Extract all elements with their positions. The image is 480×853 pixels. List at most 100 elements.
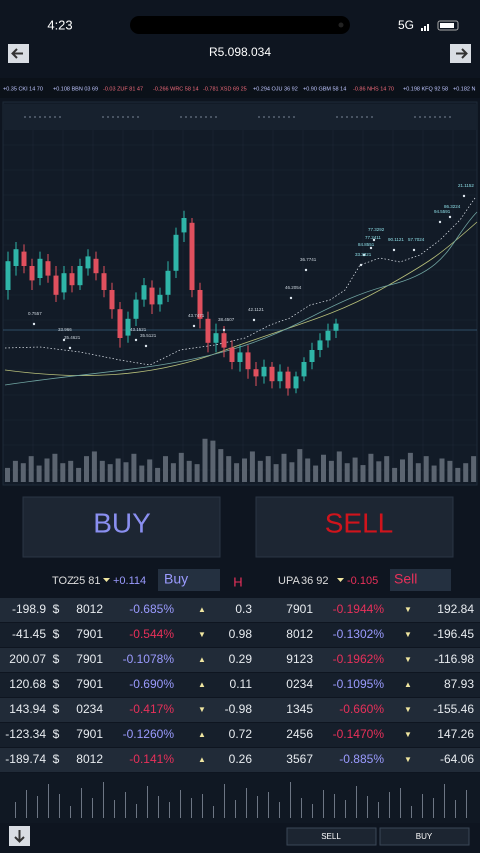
toolbar-dot [278, 116, 280, 118]
mini-bar [279, 802, 280, 818]
ticker-item: -0.781 XSD 69 25 [203, 86, 247, 92]
table-cell: 120.68 [9, 677, 46, 691]
table-cell: 0.98 [229, 627, 253, 641]
chart-toolbar [3, 104, 477, 130]
mini-bar [213, 806, 214, 818]
table-cell: 0.29 [229, 652, 253, 666]
table-cell: ▲ [198, 655, 206, 664]
mini-bar [301, 798, 302, 818]
toolbar-dot [283, 116, 285, 118]
mini-bar [411, 806, 412, 818]
candle-body [269, 366, 275, 382]
mini-panel [0, 773, 480, 823]
toolbar-dot [356, 116, 358, 118]
table-cell: $ [53, 702, 60, 716]
annotation: 21.1152 [458, 183, 474, 188]
buy-button[interactable] [22, 496, 221, 558]
candle-body [101, 273, 107, 290]
candle-body [205, 318, 211, 343]
volume-bar [28, 456, 34, 482]
mini-bar [92, 798, 93, 818]
sell-button[interactable] [255, 496, 454, 558]
toolbar-dot [190, 116, 192, 118]
balance: R5.098.034 [209, 45, 271, 59]
candle-body [117, 309, 123, 338]
annotation-dot [304, 268, 308, 272]
notch [130, 16, 350, 34]
volume-bar [60, 463, 66, 482]
table-cell: $ [53, 627, 60, 641]
annotation: 35.5121 [140, 333, 157, 338]
volume-bar [249, 451, 255, 482]
table-cell: $ [53, 727, 60, 741]
volume-bar [360, 465, 366, 482]
candle-body [301, 362, 307, 377]
table-cell: ▼ [404, 605, 412, 614]
table-cell: -0.1944% [333, 602, 385, 616]
volume-bar [313, 465, 319, 482]
volume-bar [352, 457, 358, 482]
mini-bar [444, 784, 445, 818]
footer-sell-button[interactable] [286, 827, 377, 846]
table-cell: ▲ [198, 605, 206, 614]
candle-body [229, 347, 235, 362]
toolbar-dot [434, 116, 436, 118]
mini-bar [191, 798, 192, 818]
right-trade-button[interactable] [390, 569, 451, 591]
table-cell: -0.1302% [333, 627, 385, 641]
volume-bar [376, 461, 382, 482]
volume-bar [99, 460, 105, 482]
table-cell: ▼ [198, 630, 206, 639]
volume-bar [107, 464, 113, 482]
volume-bar [400, 459, 405, 482]
toolbar-dot [102, 116, 104, 118]
left-trade-button[interactable] [158, 569, 220, 591]
volume-bar [242, 458, 247, 482]
annotation-dot [289, 296, 293, 300]
table-cell: -0.417% [129, 702, 174, 716]
table-cell: -0.1095% [333, 677, 385, 691]
left-price: 25 81 [73, 575, 101, 587]
ticker-item: -0.03 ZUF 81 47 [103, 86, 143, 92]
mini-bar [125, 792, 126, 818]
annotation: 33.3321 [355, 252, 372, 257]
toolbar-dot [24, 116, 26, 118]
volume-bar [115, 458, 121, 482]
candle-body [69, 273, 75, 286]
candle-body [53, 275, 59, 295]
left-change: +0.114 [113, 575, 146, 587]
volume-bar [321, 454, 326, 482]
footer-sell-label: SELL [321, 832, 341, 841]
volume-bar [392, 467, 398, 482]
table-cell: -0.141% [129, 752, 174, 766]
volume-bar [155, 467, 161, 482]
volume-bar [415, 463, 421, 482]
middle-mark: H [233, 574, 242, 589]
mini-bar [466, 790, 467, 818]
toolbar-dot [439, 116, 441, 118]
candle-body [133, 299, 139, 319]
candle-body [181, 218, 187, 233]
annotation-dot [369, 246, 373, 250]
toolbar-dot [366, 116, 368, 118]
annotation: 77.3292 [368, 227, 385, 232]
table-row [0, 648, 480, 672]
table-cell: ▼ [404, 730, 412, 739]
table-cell: -64.06 [440, 752, 474, 766]
left-trade-label: Buy [164, 571, 188, 587]
footer-buy-button[interactable] [379, 827, 470, 846]
toolbar-dot [371, 116, 373, 118]
toolbar-dot [59, 116, 61, 118]
table-cell: 2456 [286, 727, 313, 741]
volume-bar [384, 456, 390, 482]
table-cell: -41.45 [12, 627, 46, 641]
toolbar-dot [137, 116, 139, 118]
candle-body [85, 256, 91, 269]
mini-bar [257, 796, 258, 818]
battery [437, 20, 459, 31]
toolbar-dot [258, 116, 260, 118]
right-price: 36 92 [301, 575, 329, 587]
volume-bar [407, 452, 413, 482]
volume-bar [431, 465, 437, 482]
mini-bar [48, 784, 49, 818]
